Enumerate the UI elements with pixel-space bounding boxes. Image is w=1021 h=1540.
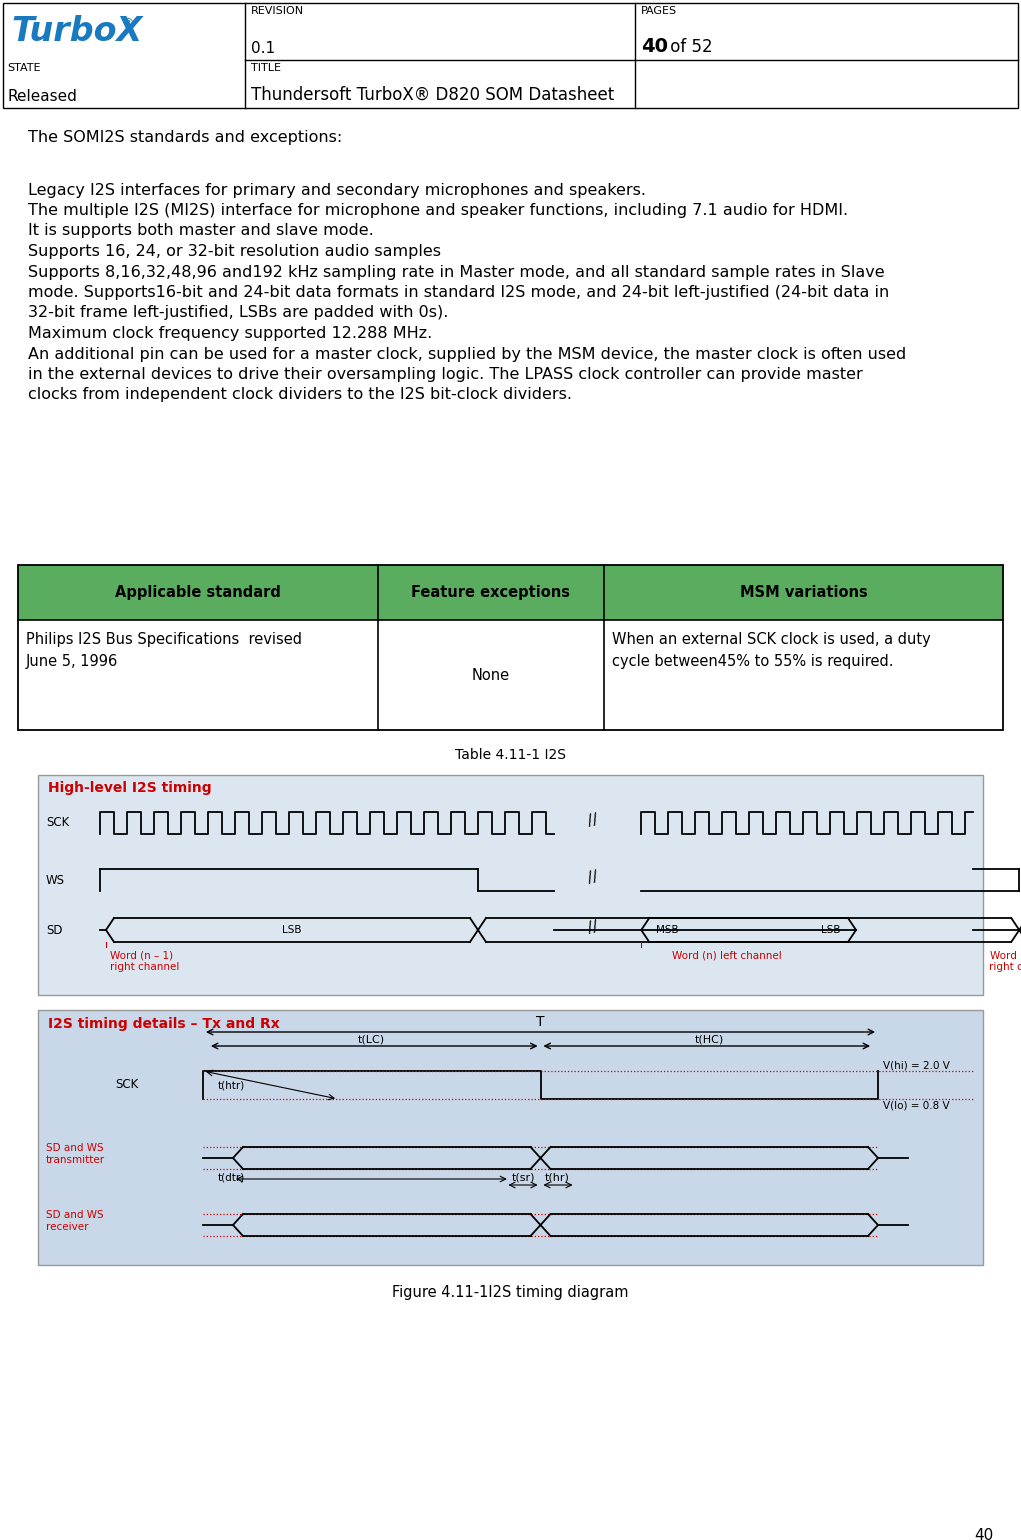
Text: 32-bit frame left-justified, LSBs are padded with 0s).: 32-bit frame left-justified, LSBs are pa… (28, 305, 448, 320)
Text: ®: ® (121, 17, 134, 29)
Bar (18, 565, 1003, 730)
Text: MSM variations: MSM variations (739, 585, 868, 601)
Text: t(sr): t(sr) (512, 1173, 535, 1183)
Text: in the external devices to drive their oversampling logic. The LPASS clock contr: in the external devices to drive their o… (28, 367, 863, 382)
Text: 0.1: 0.1 (251, 42, 275, 55)
Text: REVISION: REVISION (251, 6, 304, 15)
Text: //: // (586, 919, 599, 936)
Text: LSB: LSB (282, 926, 302, 935)
Text: Released: Released (7, 89, 77, 105)
Text: Thundersoft TurboX® D820 SOM Datasheet: Thundersoft TurboX® D820 SOM Datasheet (251, 86, 615, 105)
Text: //: // (586, 813, 599, 830)
Text: SD: SD (46, 924, 62, 936)
Text: SCK: SCK (114, 1078, 138, 1092)
Text: I2S timing details – Tx and Rx: I2S timing details – Tx and Rx (48, 1016, 280, 1030)
Text: Table 4.11-1 I2S: Table 4.11-1 I2S (455, 748, 566, 762)
Text: Word (n) left channel: Word (n) left channel (672, 950, 782, 959)
Text: MSB: MSB (655, 926, 678, 935)
Text: t(HC): t(HC) (694, 1033, 724, 1044)
Text: //: // (586, 870, 599, 887)
Text: TurboX: TurboX (11, 15, 142, 48)
Text: Philips I2S Bus Specifications  revised: Philips I2S Bus Specifications revised (26, 631, 302, 647)
Text: Supports 16, 24, or 32-bit resolution audio samples: Supports 16, 24, or 32-bit resolution au… (28, 243, 441, 259)
Text: An additional pin can be used for a master clock, supplied by the MSM device, th: An additional pin can be used for a mast… (28, 346, 907, 362)
Text: Maximum clock frequency supported 12.288 MHz.: Maximum clock frequency supported 12.288… (28, 326, 432, 340)
Text: cycle between45% to 55% is required.: cycle between45% to 55% is required. (612, 654, 893, 668)
Text: It is supports both master and slave mode.: It is supports both master and slave mod… (28, 223, 374, 239)
Text: When an external SCK clock is used, a duty: When an external SCK clock is used, a du… (612, 631, 931, 647)
Text: Feature exceptions: Feature exceptions (411, 585, 571, 601)
Text: High-level I2S timing: High-level I2S timing (48, 781, 211, 795)
Text: 40: 40 (974, 1528, 993, 1540)
Text: t(dtr): t(dtr) (218, 1173, 245, 1183)
Bar (38, 1010, 983, 1264)
Text: mode. Supports16-bit and 24-bit data formats in standard I2S mode, and 24-bit le: mode. Supports16-bit and 24-bit data for… (28, 285, 889, 300)
Text: SD and WS
receiver: SD and WS receiver (46, 1210, 103, 1232)
Text: t(LC): t(LC) (358, 1033, 385, 1044)
Text: TITLE: TITLE (251, 63, 281, 72)
Bar (38, 775, 983, 995)
Text: SCK: SCK (46, 816, 69, 830)
Text: SD and WS
transmitter: SD and WS transmitter (46, 1143, 105, 1164)
Text: t(htr): t(htr) (218, 1080, 245, 1090)
Text: T: T (536, 1015, 545, 1029)
Text: V(hi) = 2.0 V: V(hi) = 2.0 V (883, 1060, 950, 1070)
Text: June 5, 1996: June 5, 1996 (26, 654, 118, 668)
Text: Applicable standard: Applicable standard (114, 585, 281, 601)
Text: None: None (472, 667, 509, 682)
Text: Word (n – 1)
right channel: Word (n – 1) right channel (110, 950, 180, 972)
Text: 40: 40 (641, 37, 668, 55)
Text: V(lo) = 0.8 V: V(lo) = 0.8 V (883, 1100, 950, 1110)
Text: Supports 8,16,32,48,96 and192 kHz sampling rate in Master mode, and all standard: Supports 8,16,32,48,96 and192 kHz sampli… (28, 265, 884, 279)
Text: t(hr): t(hr) (545, 1173, 570, 1183)
Text: clocks from independent clock dividers to the I2S bit-clock dividers.: clocks from independent clock dividers t… (28, 388, 572, 402)
Text: Figure 4.11-1I2S timing diagram: Figure 4.11-1I2S timing diagram (392, 1284, 628, 1300)
Text: of 52: of 52 (665, 38, 713, 55)
Text: The multiple I2S (MI2S) interface for microphone and speaker functions, includin: The multiple I2S (MI2S) interface for mi… (28, 203, 848, 219)
Text: Legacy I2S interfaces for primary and secondary microphones and speakers.: Legacy I2S interfaces for primary and se… (28, 183, 646, 197)
Bar (3, 3, 1018, 108)
Text: Word (n + 1)
right channel: Word (n + 1) right channel (988, 950, 1021, 972)
Bar (18, 565, 1003, 621)
Text: PAGES: PAGES (641, 6, 677, 15)
Text: The SOMI2S standards and exceptions:: The SOMI2S standards and exceptions: (28, 129, 342, 145)
Text: LSB: LSB (821, 926, 840, 935)
Text: WS: WS (46, 873, 65, 887)
Text: STATE: STATE (7, 63, 41, 72)
